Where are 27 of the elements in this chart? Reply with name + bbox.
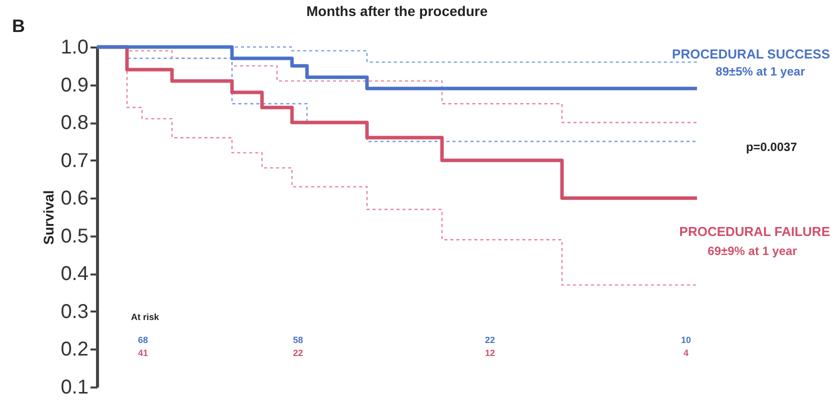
text: p=0.0037 — [746, 140, 798, 154]
y-tick-label: 0.8 — [60, 112, 88, 134]
chart-title: Months after the procedure — [306, 3, 488, 19]
text: 89±5% at 1 year — [716, 64, 806, 79]
y-tick-label: 0.9 — [60, 74, 88, 96]
annotation: 22 — [292, 348, 304, 358]
y-axis-title: Survival — [40, 190, 57, 245]
series-label: PROCEDURAL FAILURE — [679, 224, 830, 240]
y-tick-label: 1.0 — [60, 36, 88, 58]
text: 69±9% at 1 year — [708, 244, 798, 258]
annotation: 58 — [292, 334, 304, 345]
annotation: 68 — [138, 334, 148, 345]
y-tick-label: 0.4 — [60, 263, 88, 286]
annotation: At risk — [131, 312, 160, 322]
y-tick-label: 0.7 — [60, 150, 88, 172]
y-tick-label: 0.3 — [60, 300, 88, 323]
annotation: 22 — [484, 334, 496, 345]
annotation: 10 — [680, 334, 692, 345]
text: PROCEDURAL SUCCESS — [672, 46, 830, 62]
y-tick-label: 0.6 — [60, 188, 88, 210]
annotation: 41 — [138, 348, 148, 358]
y-tick-label: 0.2 — [60, 338, 88, 361]
annotation: 12 — [484, 348, 496, 358]
y-tick-label: 0.5 — [60, 225, 88, 248]
annotation: 4 — [683, 348, 689, 358]
y-tick-label: 0.1 — [60, 376, 88, 398]
text: B — [12, 16, 25, 36]
